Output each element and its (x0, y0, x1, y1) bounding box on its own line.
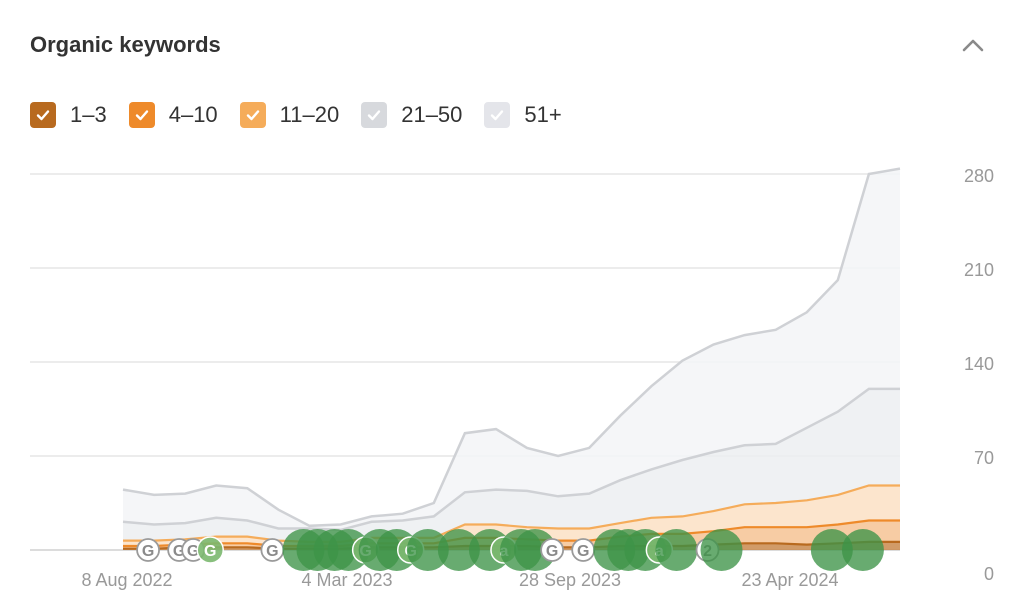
annotation-marker[interactable] (810, 529, 853, 571)
line-series-51+[interactable] (122, 167, 901, 528)
card-header: Organic keywords (30, 30, 994, 66)
checkbox-checked-icon[interactable] (128, 102, 155, 128)
x-tick-label: 8 Aug 2022 (81, 570, 172, 590)
chevron-up-icon (962, 39, 984, 52)
annotation-marker[interactable]: G (260, 538, 285, 562)
y-tick-label: 140 (964, 354, 994, 374)
svg-text:G: G (187, 543, 199, 560)
annotation-marker[interactable]: G (196, 536, 224, 564)
svg-text:G: G (546, 543, 558, 560)
annotation-marker[interactable] (514, 529, 557, 571)
widget-title: Organic keywords (30, 32, 221, 57)
legend-item-11-20[interactable]: 11–20 (239, 102, 340, 128)
area-series-51+ (123, 168, 900, 530)
checkbox-checked-icon[interactable] (361, 102, 388, 128)
line-series-21–50[interactable] (122, 387, 900, 532)
legend-item-4-10[interactable]: 4–10 (128, 102, 218, 128)
annotation-marker[interactable]: G (540, 538, 565, 562)
annotation-marker[interactable]: G (136, 538, 160, 562)
svg-text:G: G (204, 543, 216, 560)
chart-legend: 1–3 4–10 11–20 21–50 51+ (30, 102, 562, 128)
annotation-marker[interactable] (437, 529, 480, 571)
annotation-marker[interactable] (841, 529, 884, 571)
area-series-21–50 (123, 388, 900, 542)
annotation-marker[interactable] (655, 529, 698, 571)
checkbox-checked-icon[interactable] (239, 102, 266, 128)
legend-label: 21–50 (401, 102, 463, 127)
svg-text:G: G (577, 543, 589, 560)
y-tick-label: 280 (964, 166, 994, 186)
x-tick-label: 4 Mar 2023 (301, 570, 392, 590)
y-tick-label: 210 (964, 260, 994, 280)
annotation-marker[interactable]: G (571, 538, 596, 562)
organic-keywords-chart: 0 70 140 210 280 8 Aug 2022 4 Mar 2023 28 Sep … (30, 166, 994, 590)
legend-item-21-50[interactable]: 21–50 (361, 102, 462, 128)
legend-item-51-plus[interactable]: 51+ (484, 102, 562, 128)
legend-label: 11–20 (279, 102, 340, 127)
checkbox-checked-icon[interactable] (484, 102, 511, 128)
collapse-button[interactable] (958, 30, 988, 60)
y-tick-label: 70 (974, 448, 994, 468)
svg-text:G: G (142, 543, 154, 560)
x-tick-label: 28 Sep 2023 (519, 570, 621, 590)
annotation-marker[interactable] (406, 529, 449, 571)
legend-label: 4–10 (168, 102, 218, 127)
x-tick-label: 23 Apr 2024 (741, 570, 838, 590)
y-tick-label: 0 (984, 564, 994, 584)
legend-label: 51+ (524, 102, 562, 127)
annotation-marker[interactable] (700, 529, 743, 571)
svg-text:G: G (266, 543, 278, 560)
legend-label: 1–3 (70, 102, 107, 127)
checkbox-checked-icon[interactable] (30, 102, 56, 128)
legend-item-1-3[interactable]: 1–3 (30, 102, 107, 128)
line-series-11–20[interactable] (123, 484, 900, 543)
